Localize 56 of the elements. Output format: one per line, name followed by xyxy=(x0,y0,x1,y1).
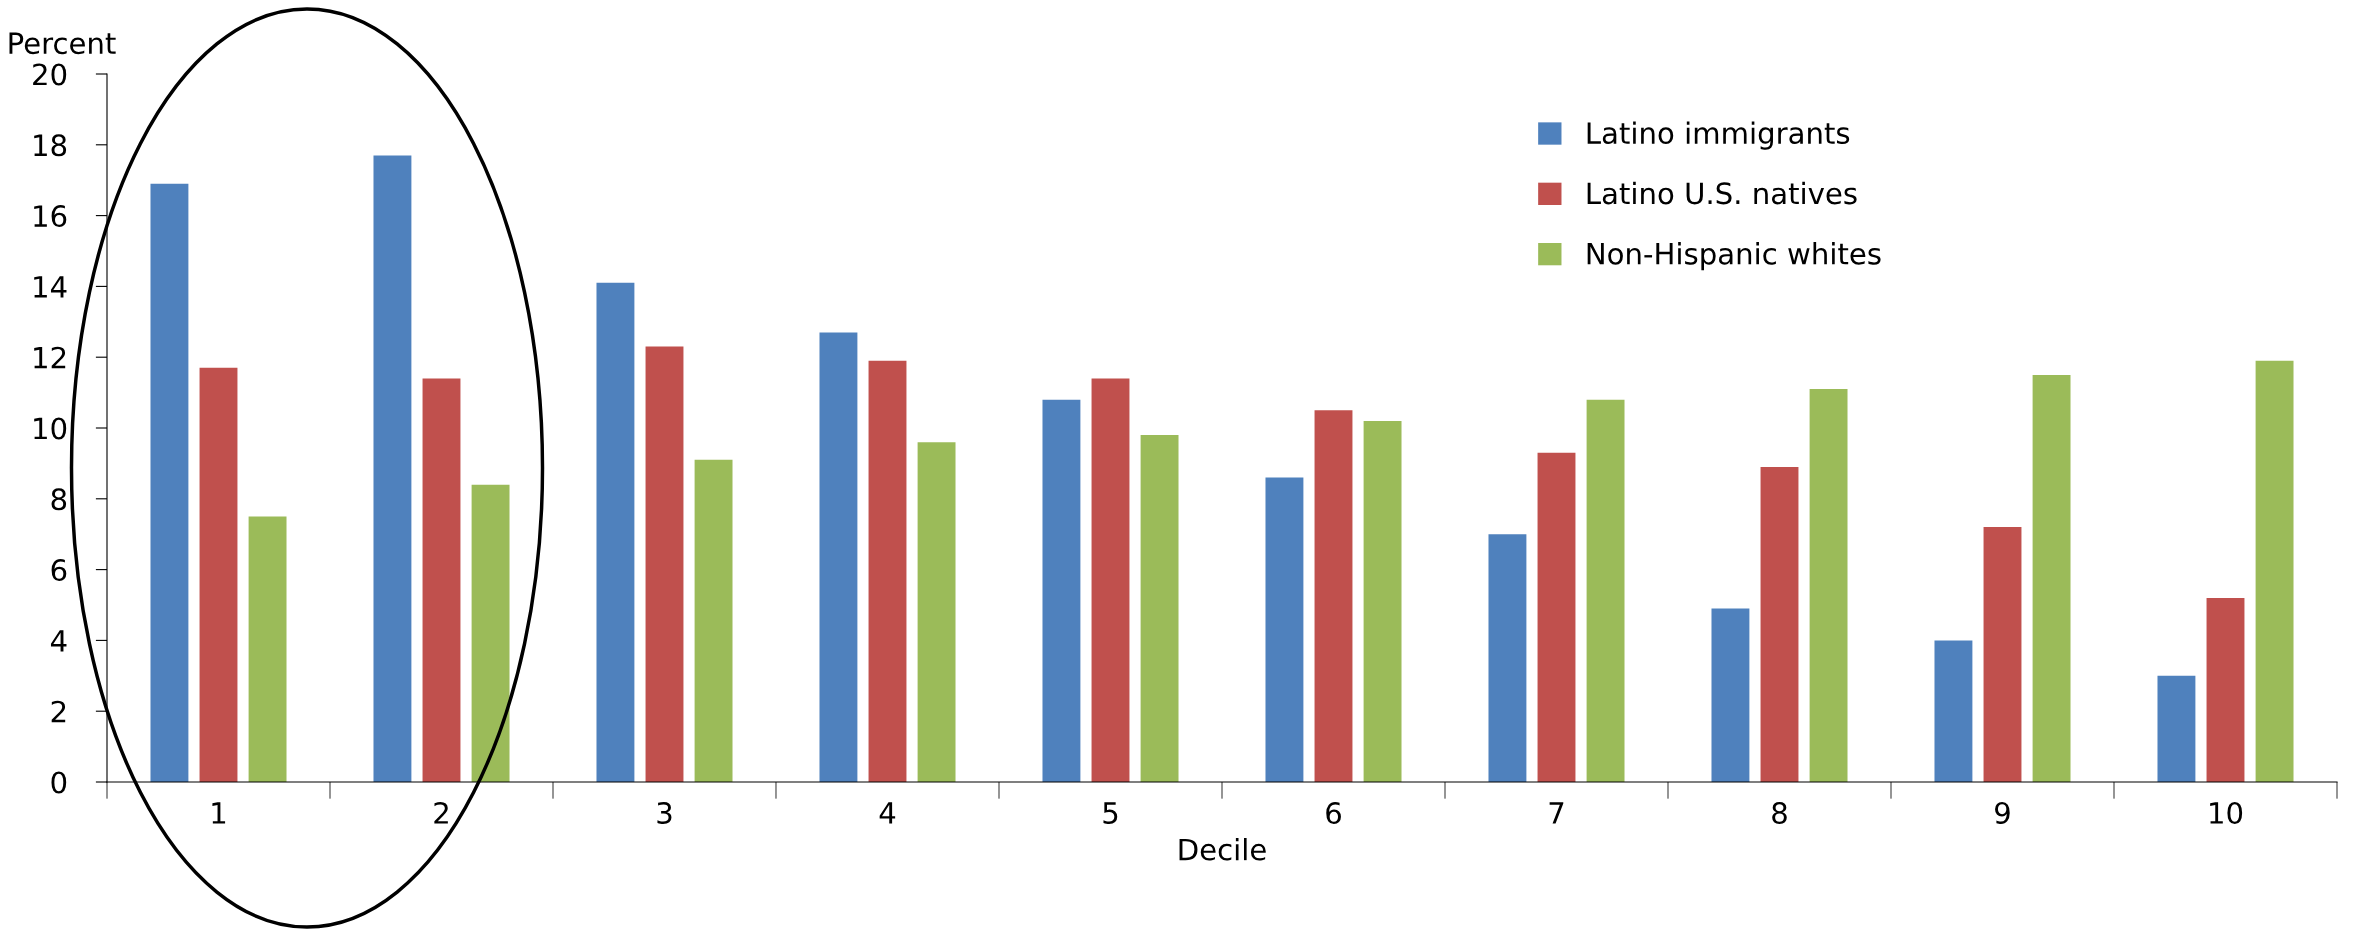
bar xyxy=(2255,360,2294,782)
x-tick-label: 9 xyxy=(1995,801,2010,825)
bar xyxy=(1314,410,1353,782)
y-tick-label: 16 xyxy=(34,205,67,228)
bar xyxy=(1265,477,1304,782)
x-tick-label: 2 xyxy=(434,801,448,824)
legend-label: Latino immigrants xyxy=(1587,121,1850,150)
x-tick-label: 6 xyxy=(1326,801,1341,825)
legend-label: Non-Hispanic whites xyxy=(1587,242,1881,271)
bar xyxy=(1091,378,1130,782)
x-tick-label: 3 xyxy=(657,801,672,825)
bar xyxy=(2157,675,2196,782)
bar xyxy=(1711,608,1750,782)
bar xyxy=(422,378,461,782)
x-axis-title: Decile xyxy=(1179,838,1266,861)
bar xyxy=(1140,435,1179,782)
x-tick-label: 7 xyxy=(1549,802,1564,824)
bar xyxy=(248,516,287,782)
x-tick-label: 5 xyxy=(1103,802,1118,825)
y-tick-label: 8 xyxy=(51,488,67,511)
bar xyxy=(1934,640,1973,782)
bar xyxy=(819,332,858,782)
bar xyxy=(1363,420,1402,782)
bar xyxy=(1586,399,1625,782)
bar xyxy=(1983,527,2022,782)
bar xyxy=(1537,452,1576,782)
bar xyxy=(2206,597,2245,782)
bar xyxy=(1042,399,1081,782)
bar xyxy=(645,346,684,782)
bar xyxy=(471,484,510,782)
y-tick-label: 4 xyxy=(50,630,67,652)
y-tick-label: 2 xyxy=(51,700,66,723)
y-tick-label: 10 xyxy=(34,417,67,440)
y-tick-label: 12 xyxy=(34,346,66,369)
y-tick-label: 14 xyxy=(34,276,67,298)
y-tick-label: 18 xyxy=(34,134,67,157)
y-tick-label: 6 xyxy=(51,559,67,582)
x-tick-label: 1 xyxy=(212,802,226,824)
bar xyxy=(917,442,956,782)
bar xyxy=(373,155,412,782)
y-tick-label: 0 xyxy=(51,771,67,794)
y-axis-title: Percent xyxy=(9,32,116,55)
bar xyxy=(150,183,189,782)
x-tick-label: 4 xyxy=(879,802,896,824)
y-tick-label: 20 xyxy=(33,63,67,86)
bar xyxy=(1488,534,1527,782)
legend-label: Latino U.S. natives xyxy=(1587,181,1857,205)
bar xyxy=(199,367,238,782)
bar xyxy=(694,459,733,782)
bar xyxy=(1760,466,1799,782)
x-tick-label: 8 xyxy=(1772,801,1787,825)
bar xyxy=(596,282,635,782)
x-tick-label: 10 xyxy=(2210,801,2243,825)
bar xyxy=(1809,389,1848,782)
bar xyxy=(868,360,907,782)
bar xyxy=(2032,374,2071,782)
